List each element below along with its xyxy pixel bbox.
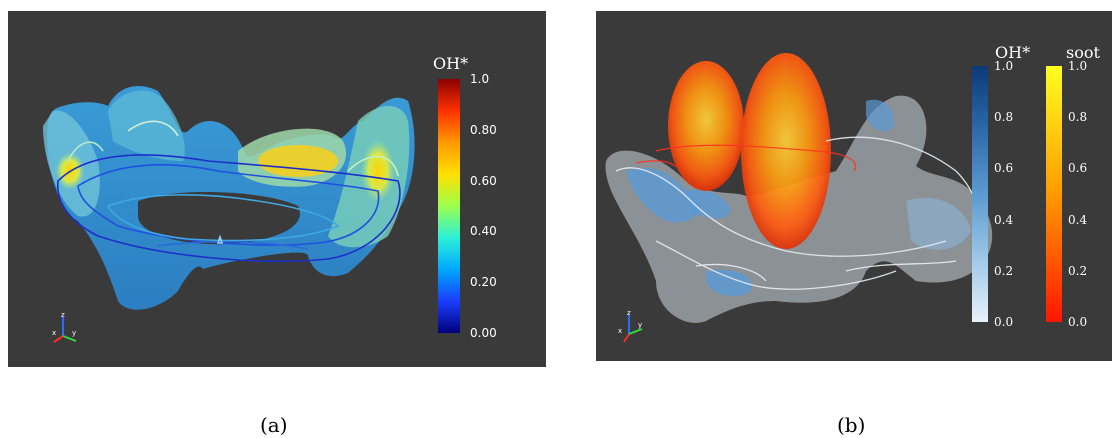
- oh-soot-isosurface-render-b: [605, 53, 993, 323]
- axis-triad-b: z y x: [618, 309, 643, 343]
- colorbar-soot-b-tick: 0.4: [1068, 212, 1088, 227]
- oh-blue-blob-top: [866, 99, 895, 132]
- soot-contours-b: [635, 144, 857, 172]
- axis-triad-a: z y x: [52, 311, 77, 343]
- colorbar-oh-b-tick: 0.4: [994, 212, 1014, 227]
- ring-hollow: [138, 191, 300, 245]
- colorbar-gradient-a: [438, 79, 460, 333]
- colorbar-oh-b-tick: 0.8: [994, 110, 1014, 125]
- colorbar-title-oh-b: OH*: [995, 43, 1031, 62]
- colorbar-a-tick: 0.60: [470, 173, 497, 188]
- caption-a: (a): [260, 413, 288, 437]
- colorbar-a-tick: 0.20: [470, 275, 497, 290]
- axis-label-x-b: x: [618, 327, 622, 335]
- axis-label-z-a: z: [61, 311, 65, 319]
- colorbar-soot-b-tick: 0.0: [1068, 315, 1088, 329]
- right-hotspot: [362, 141, 394, 201]
- colorbar-oh-b-tick: 0.2: [994, 263, 1014, 278]
- axis-label-z-b: z: [627, 309, 631, 317]
- colorbar-gradient-soot-b: [1046, 66, 1062, 322]
- colorbar-soot-b-tick: 0.2: [1068, 263, 1088, 278]
- colorbar-soot-b-tick: 0.8: [1068, 110, 1088, 125]
- panel-a: OH* 1.0 0.80 0.60 0.40 0.20 0.00 z y x: [8, 11, 546, 367]
- colorbar-a-tick: 1.0: [470, 72, 490, 86]
- axis-label-y-a: y: [72, 329, 76, 337]
- top-left-arc: [108, 90, 185, 161]
- oh-contours-b: [615, 136, 983, 290]
- colorbar-title-a: OH*: [433, 54, 469, 73]
- colorbar-oh-b-tick: 1.0: [994, 59, 1014, 73]
- oh-blue-blob-right: [906, 197, 971, 250]
- oh-contours: [57, 120, 401, 262]
- colorbar-a-tick: 0.40: [470, 224, 497, 239]
- colorbar-gradient-oh-b: [972, 66, 988, 322]
- oh-blue-blob-center-left: [686, 189, 731, 219]
- colorbar-soot-b-tick: 1.0: [1068, 59, 1088, 73]
- center-hotspot: [258, 145, 338, 177]
- caption-b: (b): [837, 413, 866, 437]
- soot-volume-right: [741, 53, 831, 249]
- oh-blue-blob-bottom: [706, 269, 752, 297]
- colorbar-a-tick: 0.00: [470, 326, 497, 340]
- panel-b: OH* 1.0 0.8 0.6 0.4 0.2 0.0 soot 1.0 0.8 0.6 0.4…: [596, 11, 1112, 361]
- colorbar-oh-b-tick: 0.0: [994, 315, 1014, 329]
- colorbar-a-tick: 0.80: [470, 122, 497, 137]
- colorbar-oh-b-tick: 0.6: [994, 161, 1014, 176]
- colorbar-title-soot-b: soot: [1066, 43, 1100, 62]
- axis-label-y-b: y: [638, 321, 642, 329]
- oh-isosurface-render-a: [43, 86, 415, 310]
- oh-blue-blob-left: [626, 167, 699, 223]
- axis-label-x-a: x: [52, 329, 56, 337]
- soot-volume-left: [668, 61, 744, 191]
- colorbar-soot-b-tick: 0.6: [1068, 161, 1088, 176]
